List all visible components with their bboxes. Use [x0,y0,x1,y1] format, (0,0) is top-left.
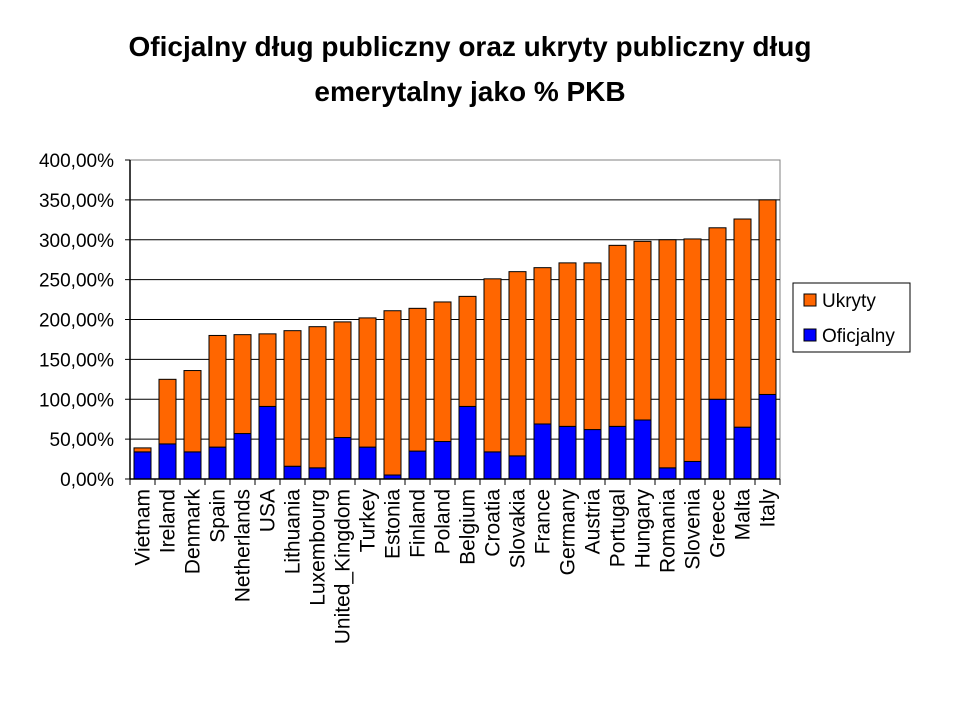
x-tick-label: Slovenia [682,489,705,570]
y-tick-label: 50,00% [50,430,115,451]
legend-label-ukryty: Ukryty [822,291,876,312]
x-tick-label: Luxembourg [307,489,330,606]
bar-oficjalny [583,429,602,480]
chart-title-line-1: Oficjalny dług publiczny oraz ukryty pub… [129,31,812,62]
bar-oficjalny [208,446,227,480]
x-tick-label: Portugal [607,489,630,567]
x-tick-label: Lithuania [282,489,305,575]
bar-ukryty [608,244,627,427]
bar-ukryty [208,334,227,448]
y-tick-label: 150,00% [39,350,114,371]
y-tick-label: 0,00% [60,470,114,491]
x-tick-label: Vietnam [132,489,155,566]
bar-oficjalny [183,451,202,480]
x-tick-label: France [532,489,555,554]
bar-ukryty [658,239,677,469]
bar-ukryty [158,378,177,445]
x-tick-label: Malta [732,489,755,541]
bar-ukryty [483,278,502,453]
bar-ukryty [383,310,402,476]
bar-ukryty [508,271,527,457]
x-tick-label: Turkey [357,489,380,553]
bar-oficjalny [233,433,252,480]
bar-ukryty [308,326,327,469]
x-tick-label: Slovakia [507,489,530,569]
bar-ukryty [258,333,277,407]
bar-oficjalny [358,446,377,480]
bar-ukryty [333,321,352,439]
x-tick-label: Belgium [457,489,480,565]
y-tick-label: 350,00% [39,191,114,212]
bar-ukryty [583,262,602,431]
bar-ukryty [408,307,427,452]
y-tick-label: 200,00% [39,311,114,332]
bar-ukryty [733,218,752,428]
x-tick-label: Netherlands [232,489,255,602]
x-tick-label: Estonia [382,489,405,559]
y-tick-label: 400,00% [39,151,114,172]
legend-swatch-oficjalny [803,328,817,342]
bar-ukryty [708,227,727,400]
bar-oficjalny [408,450,427,480]
legend: Ukryty Oficjalny [792,282,911,353]
bar-oficjalny [433,441,452,480]
bar-oficjalny [658,467,677,480]
bar-oficjalny [733,426,752,480]
x-tick-label: Spain [207,489,230,543]
bar-oficjalny [308,467,327,480]
bar-ukryty [358,317,377,448]
bar-oficjalny [633,419,652,480]
y-tick-label: 250,00% [39,271,114,292]
bar-oficjalny [558,425,577,480]
legend-label-oficjalny: Oficjalny [822,326,895,347]
bar-oficjalny [708,398,727,480]
x-tick-label: United_Kingdom [332,489,355,644]
x-tick-label: Germany [557,489,580,576]
bar-oficjalny [258,405,277,480]
bar-oficjalny [483,451,502,480]
bar-ukryty [433,301,452,443]
y-tick-label: 300,00% [39,231,114,252]
y-tick-label: 100,00% [39,390,114,411]
chart-title-line-2: emerytalny jako % PKB [314,76,625,107]
x-tick-label: Hungary [632,489,655,569]
x-tick-label: Croatia [482,489,505,557]
bar-oficjalny [283,465,302,480]
bar-oficjalny [133,451,152,480]
x-tick-label: Poland [432,489,455,554]
x-tick-label: Austria [582,489,605,555]
x-tick-label: Romania [657,489,680,573]
bar-oficjalny [533,423,552,480]
x-tick-label: Denmark [182,489,205,575]
bar-ukryty [533,267,552,425]
bar-ukryty [683,238,702,462]
x-tick-label: Ireland [157,489,180,553]
legend-swatch-ukryty [803,293,817,307]
bar-oficjalny [508,455,527,480]
x-tick-label: Finland [407,489,430,558]
bar-oficjalny [683,460,702,480]
bar-oficjalny [458,405,477,480]
bar-oficjalny [758,393,777,480]
bar-ukryty [133,447,152,453]
x-tick-label: Greece [707,489,730,558]
bar-ukryty [283,330,302,467]
bar-ukryty [183,370,202,453]
bar-oficjalny [333,437,352,480]
bar-ukryty [558,262,577,427]
bar-ukryty [633,240,652,421]
bar-ukryty [458,295,477,407]
bar-oficjalny [158,443,177,480]
bar-ukryty [233,334,252,435]
x-tick-label: USA [257,489,280,532]
x-tick-label: Italy [757,489,780,528]
bar-ukryty [758,199,777,395]
bar-oficjalny [608,425,627,480]
